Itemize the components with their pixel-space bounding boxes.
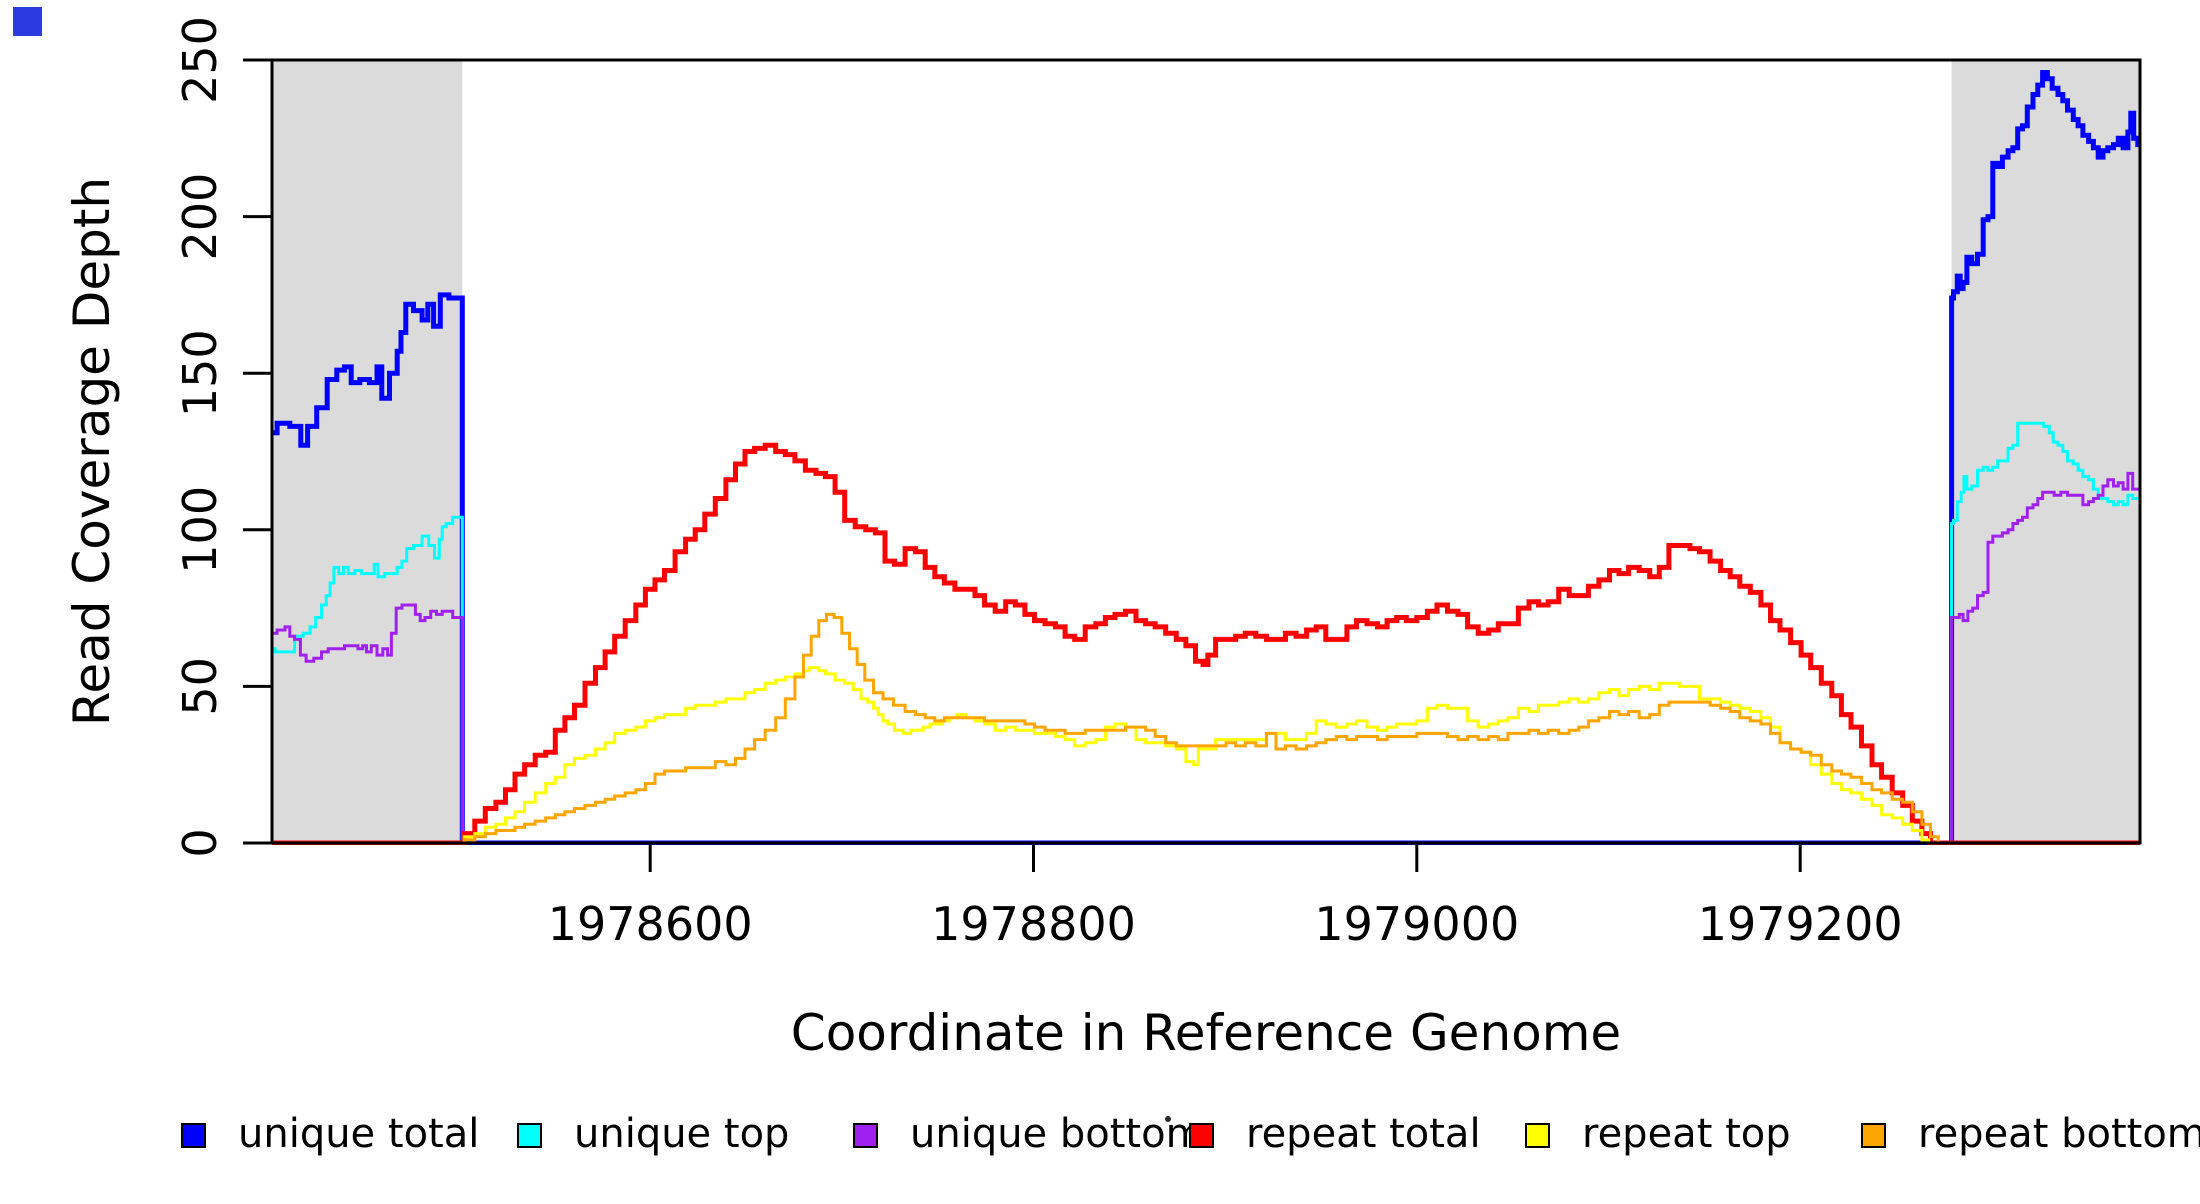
y-tick-label: 100: [173, 486, 227, 574]
legend-stray-dot: [1165, 1116, 1171, 1122]
series-line-repeat-bottom: [272, 612, 2140, 845]
legend-swatch-unique-bottom: [853, 1123, 878, 1148]
series-line-unique-top: [272, 421, 2140, 845]
legend-label: repeat top: [1582, 1111, 1791, 1157]
legend-swatch-repeat-bottom: [1861, 1123, 1886, 1148]
shaded-region-1: [1951, 60, 2140, 843]
legend-swatch-repeat-total: [1189, 1123, 1214, 1148]
plot-border: [270, 58, 2142, 845]
legend-swatch-repeat-top: [1525, 1123, 1550, 1148]
legend: unique total unique top unique bottom repea…: [181, 1111, 2200, 1157]
y-tick-label: 250: [173, 16, 227, 104]
y-tick-label: 50: [173, 657, 227, 716]
legend-swatch-unique-top: [517, 1123, 542, 1148]
legend-label: unique total: [238, 1111, 479, 1157]
shaded-region-0: [272, 60, 463, 843]
series-line-repeat-total: [272, 442, 2140, 845]
legend-label: unique top: [574, 1111, 789, 1157]
legend-label: unique bottom: [910, 1111, 1205, 1157]
y-tick-label: 200: [173, 173, 227, 261]
series-layer: [272, 70, 2141, 845]
legend-label: repeat total: [1246, 1111, 1481, 1157]
x-tick-label: 1978600: [548, 897, 753, 951]
series-line-unique-bottom: [272, 471, 2140, 845]
y-axis-title: Read Coverage Depth: [63, 177, 121, 726]
x-tick-label: 1979000: [1314, 897, 1519, 951]
y-tick-label: 150: [173, 329, 227, 417]
x-tick-label: 1978800: [931, 897, 1136, 951]
series-line-repeat-top: [272, 666, 2140, 845]
top-left-blue-square-icon: [13, 7, 42, 36]
series-line-unique-total: [272, 70, 2141, 845]
y-tick-label: 0: [173, 828, 227, 857]
x-axis-title: Coordinate in Reference Genome: [791, 1004, 1621, 1062]
legend-label: repeat bottom: [1918, 1111, 2200, 1157]
x-tick-label: 1979200: [1698, 897, 1903, 951]
legend-swatch-unique-total: [181, 1123, 206, 1148]
